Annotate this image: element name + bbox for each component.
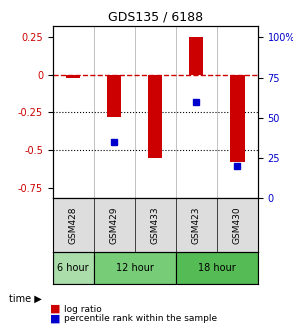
Text: GSM433: GSM433 [151, 206, 160, 244]
Text: log ratio: log ratio [64, 304, 102, 314]
Text: 12 hour: 12 hour [116, 263, 154, 273]
Text: 18 hour: 18 hour [198, 263, 236, 273]
FancyBboxPatch shape [176, 252, 258, 284]
Text: GSM429: GSM429 [110, 207, 119, 244]
Bar [107, 75, 121, 117]
Text: 6 hour: 6 hour [57, 263, 89, 273]
Bar [148, 75, 162, 158]
Text: GSM428: GSM428 [69, 207, 78, 244]
Text: time ▶: time ▶ [9, 294, 42, 304]
FancyBboxPatch shape [94, 252, 176, 284]
Text: GSM430: GSM430 [233, 206, 242, 244]
Bar [189, 37, 204, 75]
Text: ■: ■ [50, 313, 60, 323]
Title: GDS135 / 6188: GDS135 / 6188 [108, 10, 203, 24]
Text: GSM423: GSM423 [192, 207, 201, 244]
Bar [230, 75, 244, 162]
Text: ■: ■ [50, 304, 60, 314]
Bar [66, 75, 80, 77]
FancyBboxPatch shape [53, 252, 94, 284]
Text: percentile rank within the sample: percentile rank within the sample [64, 314, 218, 323]
